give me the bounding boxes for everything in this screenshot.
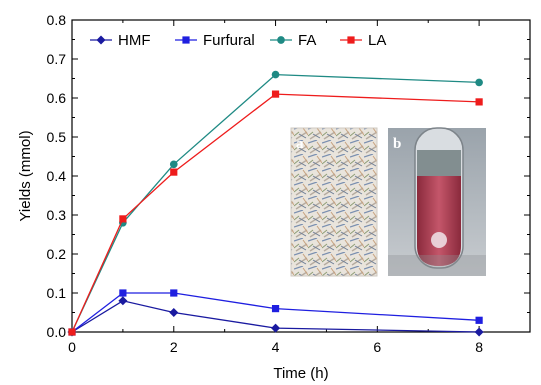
y-tick-label: 0.1 [47,285,67,301]
legend-marker [182,36,190,44]
legend-item-furfural: Furfural [175,32,255,49]
legend-label: Furfural [203,32,255,49]
legend-item-fa: FA [270,32,316,49]
series-hmf [67,296,484,337]
y-tick-label: 0.0 [47,324,67,340]
x-tick-label: 8 [475,339,483,355]
y-tick-label: 0.2 [47,246,67,262]
x-tick-label: 0 [68,339,76,355]
y-tick-label: 0.4 [47,168,67,184]
legend-item-hmf: HMF [90,32,151,49]
inset-photo-b-label: b [393,136,401,152]
data-point [475,316,483,324]
y-tick-label: 0.3 [47,207,67,223]
data-point [271,305,280,313]
legend-marker [347,36,355,44]
y-tick-label: 0.8 [47,12,67,28]
legend-marker [96,35,106,45]
data-point [474,327,484,337]
data-point [118,296,128,306]
data-point [119,289,127,297]
x-tick-label: 6 [373,339,381,355]
legend-item-la: LA [340,32,386,49]
legend-label: LA [368,32,386,49]
data-point [271,323,281,333]
legend-label: FA [298,32,316,49]
data-point [271,90,280,98]
data-point [170,168,178,176]
inset-photo-a-label: a [296,136,304,152]
data-point [169,308,179,317]
legend-marker [277,36,285,44]
y-tick-label: 0.5 [47,129,67,145]
y-axis-title: Yields (mmol) [17,130,34,221]
data-point [169,160,178,169]
data-point [475,78,483,87]
data-point [170,289,178,297]
data-point [68,328,76,336]
legend-label: HMF [118,32,151,49]
y-tick-label: 0.7 [47,51,67,67]
x-axis-title: Time (h) [273,365,328,382]
legend: HMF Furfural FA LA [90,32,386,49]
series-layer [67,70,484,337]
x-tick-label: 2 [170,339,178,355]
y-tick-label: 0.6 [47,90,67,106]
x-tick-label: 4 [272,339,280,355]
inset-photo-a: a [290,127,378,277]
data-point [475,98,483,106]
series-la [68,90,483,336]
data-point [271,70,280,79]
inset-photo-b: b [388,127,486,276]
data-point [119,215,127,223]
